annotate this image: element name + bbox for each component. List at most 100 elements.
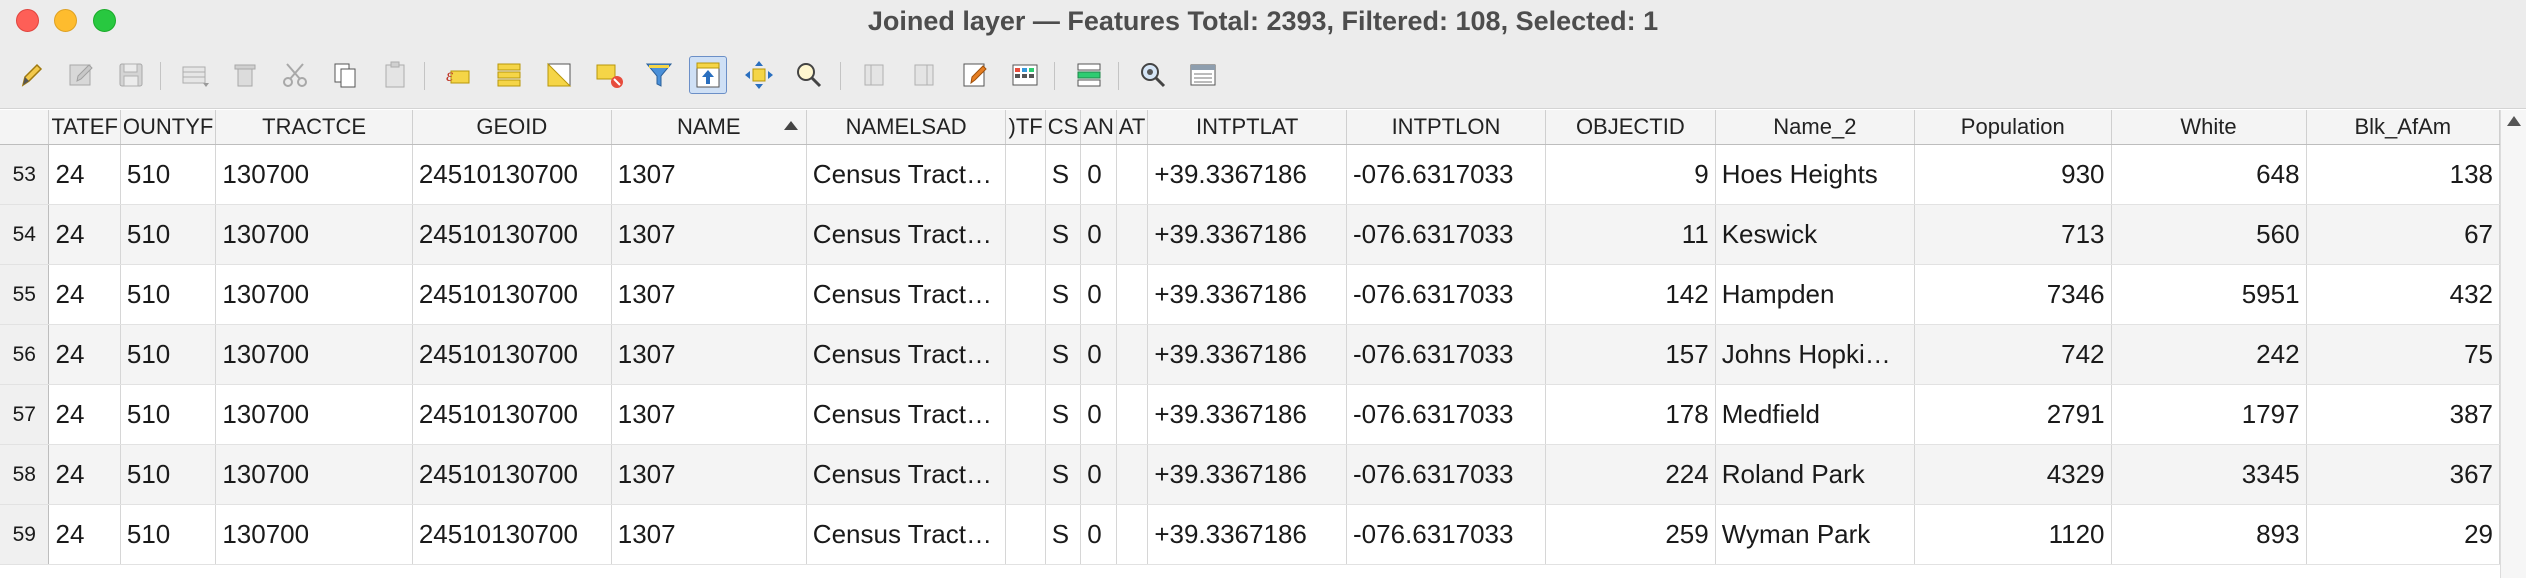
row-number-cell[interactable]: 53 xyxy=(0,144,50,205)
column-header-population[interactable]: Population xyxy=(1914,110,2112,145)
cell-intptlon[interactable]: -076.6317033 xyxy=(1346,504,1546,565)
cell-countyfp[interactable]: 510 xyxy=(120,504,217,565)
cell-intptlon[interactable]: -076.6317033 xyxy=(1346,264,1546,325)
cell-objectid[interactable]: 259 xyxy=(1545,504,1716,565)
column-header-white[interactable]: White xyxy=(2111,110,2307,145)
cell-awater[interactable] xyxy=(1116,144,1149,205)
cell-statefp[interactable]: 24 xyxy=(48,144,121,205)
table-row[interactable]: 57 24 510 130700 24510130700 1307 Census Tract… xyxy=(0,384,2500,445)
cell-intptlat[interactable]: +39.3367186 xyxy=(1147,204,1347,265)
cell-countyfp[interactable]: 510 xyxy=(120,384,217,445)
cell-objectid[interactable]: 142 xyxy=(1545,264,1716,325)
cell-intptlat[interactable]: +39.3367186 xyxy=(1147,324,1347,385)
switch-form-view-icon[interactable] xyxy=(1184,56,1222,94)
cell-namelsad[interactable]: Census Tract… xyxy=(806,384,1007,445)
cell-blk-afam[interactable]: 29 xyxy=(2306,504,2500,565)
cell-intptlat[interactable]: +39.3367186 xyxy=(1147,384,1347,445)
column-header-aland[interactable]: AN xyxy=(1080,110,1117,145)
column-header-blk-afam[interactable]: Blk_AfAm xyxy=(2306,110,2500,145)
cell-namelsad[interactable]: Census Tract… xyxy=(806,264,1007,325)
column-header-awater[interactable]: AT xyxy=(1116,110,1149,145)
cell-blk-afam[interactable]: 67 xyxy=(2306,204,2500,265)
cell-countyfp[interactable]: 510 xyxy=(120,324,217,385)
cell-geoid[interactable]: 24510130700 xyxy=(412,324,612,385)
cell-name[interactable]: 1307 xyxy=(611,444,807,505)
cell-aland[interactable]: 0 xyxy=(1080,384,1117,445)
column-header-intptlat[interactable]: INTPTLAT xyxy=(1147,110,1347,145)
cell-funcstat[interactable]: S xyxy=(1045,204,1082,265)
table-row[interactable]: 58 24 510 130700 24510130700 1307 Census Tract… xyxy=(0,444,2500,505)
cell-objectid[interactable]: 224 xyxy=(1545,444,1716,505)
cell-blk-afam[interactable]: 138 xyxy=(2306,144,2500,205)
cell-geoid[interactable]: 24510130700 xyxy=(412,444,612,505)
cell-objectid[interactable]: 9 xyxy=(1545,144,1716,205)
cell-statefp[interactable]: 24 xyxy=(48,384,121,445)
column-header-countyfp[interactable]: OUNTYF xyxy=(120,110,217,145)
cell-name[interactable]: 1307 xyxy=(611,204,807,265)
cell-intptlat[interactable]: +39.3367186 xyxy=(1147,504,1347,565)
cell-intptlon[interactable]: -076.6317033 xyxy=(1346,384,1546,445)
cell-name[interactable]: 1307 xyxy=(611,384,807,445)
cell-name-2[interactable]: Keswick xyxy=(1715,204,1916,265)
table-row[interactable]: 59 24 510 130700 24510130700 1307 Census Tract… xyxy=(0,504,2500,565)
cell-tractce[interactable]: 130700 xyxy=(215,264,413,325)
cell-tractce[interactable]: 130700 xyxy=(215,144,413,205)
column-header-namelsad[interactable]: NAMELSAD xyxy=(806,110,1007,145)
cell-countyfp[interactable]: 510 xyxy=(120,204,217,265)
cell-countyfp[interactable]: 510 xyxy=(120,444,217,505)
table-row[interactable]: 55 24 510 130700 24510130700 1307 Census Tract… xyxy=(0,264,2500,325)
cell-funcstat[interactable]: S xyxy=(1045,324,1082,385)
paste-icon[interactable] xyxy=(376,56,414,94)
cell-countyfp[interactable]: 510 xyxy=(120,264,217,325)
filter-select-icon[interactable] xyxy=(640,56,678,94)
cell-aland[interactable]: 0 xyxy=(1080,264,1117,325)
cell-statefp[interactable]: 24 xyxy=(48,204,121,265)
cell-name[interactable]: 1307 xyxy=(611,324,807,385)
cell-awater[interactable] xyxy=(1116,324,1149,385)
row-number-cell[interactable]: 58 xyxy=(0,444,50,505)
select-all-icon[interactable] xyxy=(490,56,528,94)
cell-mtfcc[interactable] xyxy=(1005,144,1046,205)
vertical-scrollbar[interactable] xyxy=(2500,110,2526,578)
cell-statefp[interactable]: 24 xyxy=(48,324,121,385)
cell-awater[interactable] xyxy=(1116,384,1149,445)
cell-name-2[interactable]: Johns Hopki… xyxy=(1715,324,1916,385)
cell-awater[interactable] xyxy=(1116,444,1149,505)
pan-to-selected-icon[interactable] xyxy=(740,56,778,94)
row-number-cell[interactable]: 56 xyxy=(0,324,50,385)
row-number-cell[interactable]: 59 xyxy=(0,504,50,565)
toggle-editing-icon[interactable] xyxy=(12,56,50,94)
column-header-tractce[interactable]: TRACTCE xyxy=(215,110,413,145)
cell-aland[interactable]: 0 xyxy=(1080,204,1117,265)
cell-statefp[interactable]: 24 xyxy=(48,444,121,505)
cell-white[interactable]: 648 xyxy=(2111,144,2307,205)
cell-name[interactable]: 1307 xyxy=(611,264,807,325)
cell-objectid[interactable]: 157 xyxy=(1545,324,1716,385)
cell-mtfcc[interactable] xyxy=(1005,384,1046,445)
cell-namelsad[interactable]: Census Tract… xyxy=(806,504,1007,565)
save-edits-icon[interactable] xyxy=(112,56,150,94)
cell-mtfcc[interactable] xyxy=(1005,204,1046,265)
cell-tractce[interactable]: 130700 xyxy=(215,444,413,505)
cut-icon[interactable] xyxy=(276,56,314,94)
cell-name-2[interactable]: Hampden xyxy=(1715,264,1916,325)
cell-tractce[interactable]: 130700 xyxy=(215,324,413,385)
cell-population[interactable]: 1120 xyxy=(1914,504,2112,565)
select-by-expression-icon[interactable]: ε xyxy=(440,56,478,94)
cell-statefp[interactable]: 24 xyxy=(48,264,121,325)
deselect-all-icon[interactable] xyxy=(590,56,628,94)
cell-population[interactable]: 2791 xyxy=(1914,384,2112,445)
cell-objectid[interactable]: 178 xyxy=(1545,384,1716,445)
column-header-funcstat[interactable]: CS xyxy=(1045,110,1082,145)
column-header-statefp[interactable]: TATEF xyxy=(48,110,121,145)
cell-objectid[interactable]: 11 xyxy=(1545,204,1716,265)
scroll-up-icon[interactable] xyxy=(2507,116,2521,126)
cell-geoid[interactable]: 24510130700 xyxy=(412,264,612,325)
cell-blk-afam[interactable]: 387 xyxy=(2306,384,2500,445)
cell-geoid[interactable]: 24510130700 xyxy=(412,504,612,565)
cell-namelsad[interactable]: Census Tract… xyxy=(806,324,1007,385)
cell-blk-afam[interactable]: 432 xyxy=(2306,264,2500,325)
column-header-intptlon[interactable]: INTPTLON xyxy=(1346,110,1546,145)
cell-white[interactable]: 5951 xyxy=(2111,264,2307,325)
cell-intptlon[interactable]: -076.6317033 xyxy=(1346,324,1546,385)
